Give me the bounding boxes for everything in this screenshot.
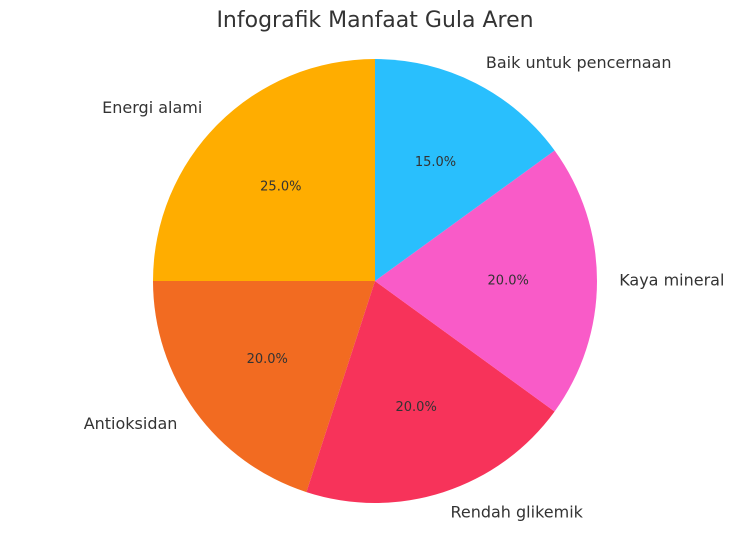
value-label: 15.0% xyxy=(415,155,456,170)
value-label: 20.0% xyxy=(247,352,288,367)
pie-slice xyxy=(375,150,597,412)
pie-slice xyxy=(153,281,375,493)
slice-label: Energi alami xyxy=(102,98,202,117)
value-label: 20.0% xyxy=(396,400,437,415)
chart-title: Infografik Manfaat Gula Aren xyxy=(216,8,533,33)
pie-slice xyxy=(153,59,375,281)
pie-slice xyxy=(375,59,555,281)
slice-label: Baik untuk pencernaan xyxy=(486,53,672,72)
slice-label: Rendah glikemik xyxy=(450,503,583,522)
pie-slice xyxy=(306,281,555,504)
slice-label: Kaya mineral xyxy=(619,271,724,290)
value-label: 25.0% xyxy=(260,179,301,194)
slice-label: Antioksidan xyxy=(84,414,178,433)
value-label: 20.0% xyxy=(488,274,529,289)
